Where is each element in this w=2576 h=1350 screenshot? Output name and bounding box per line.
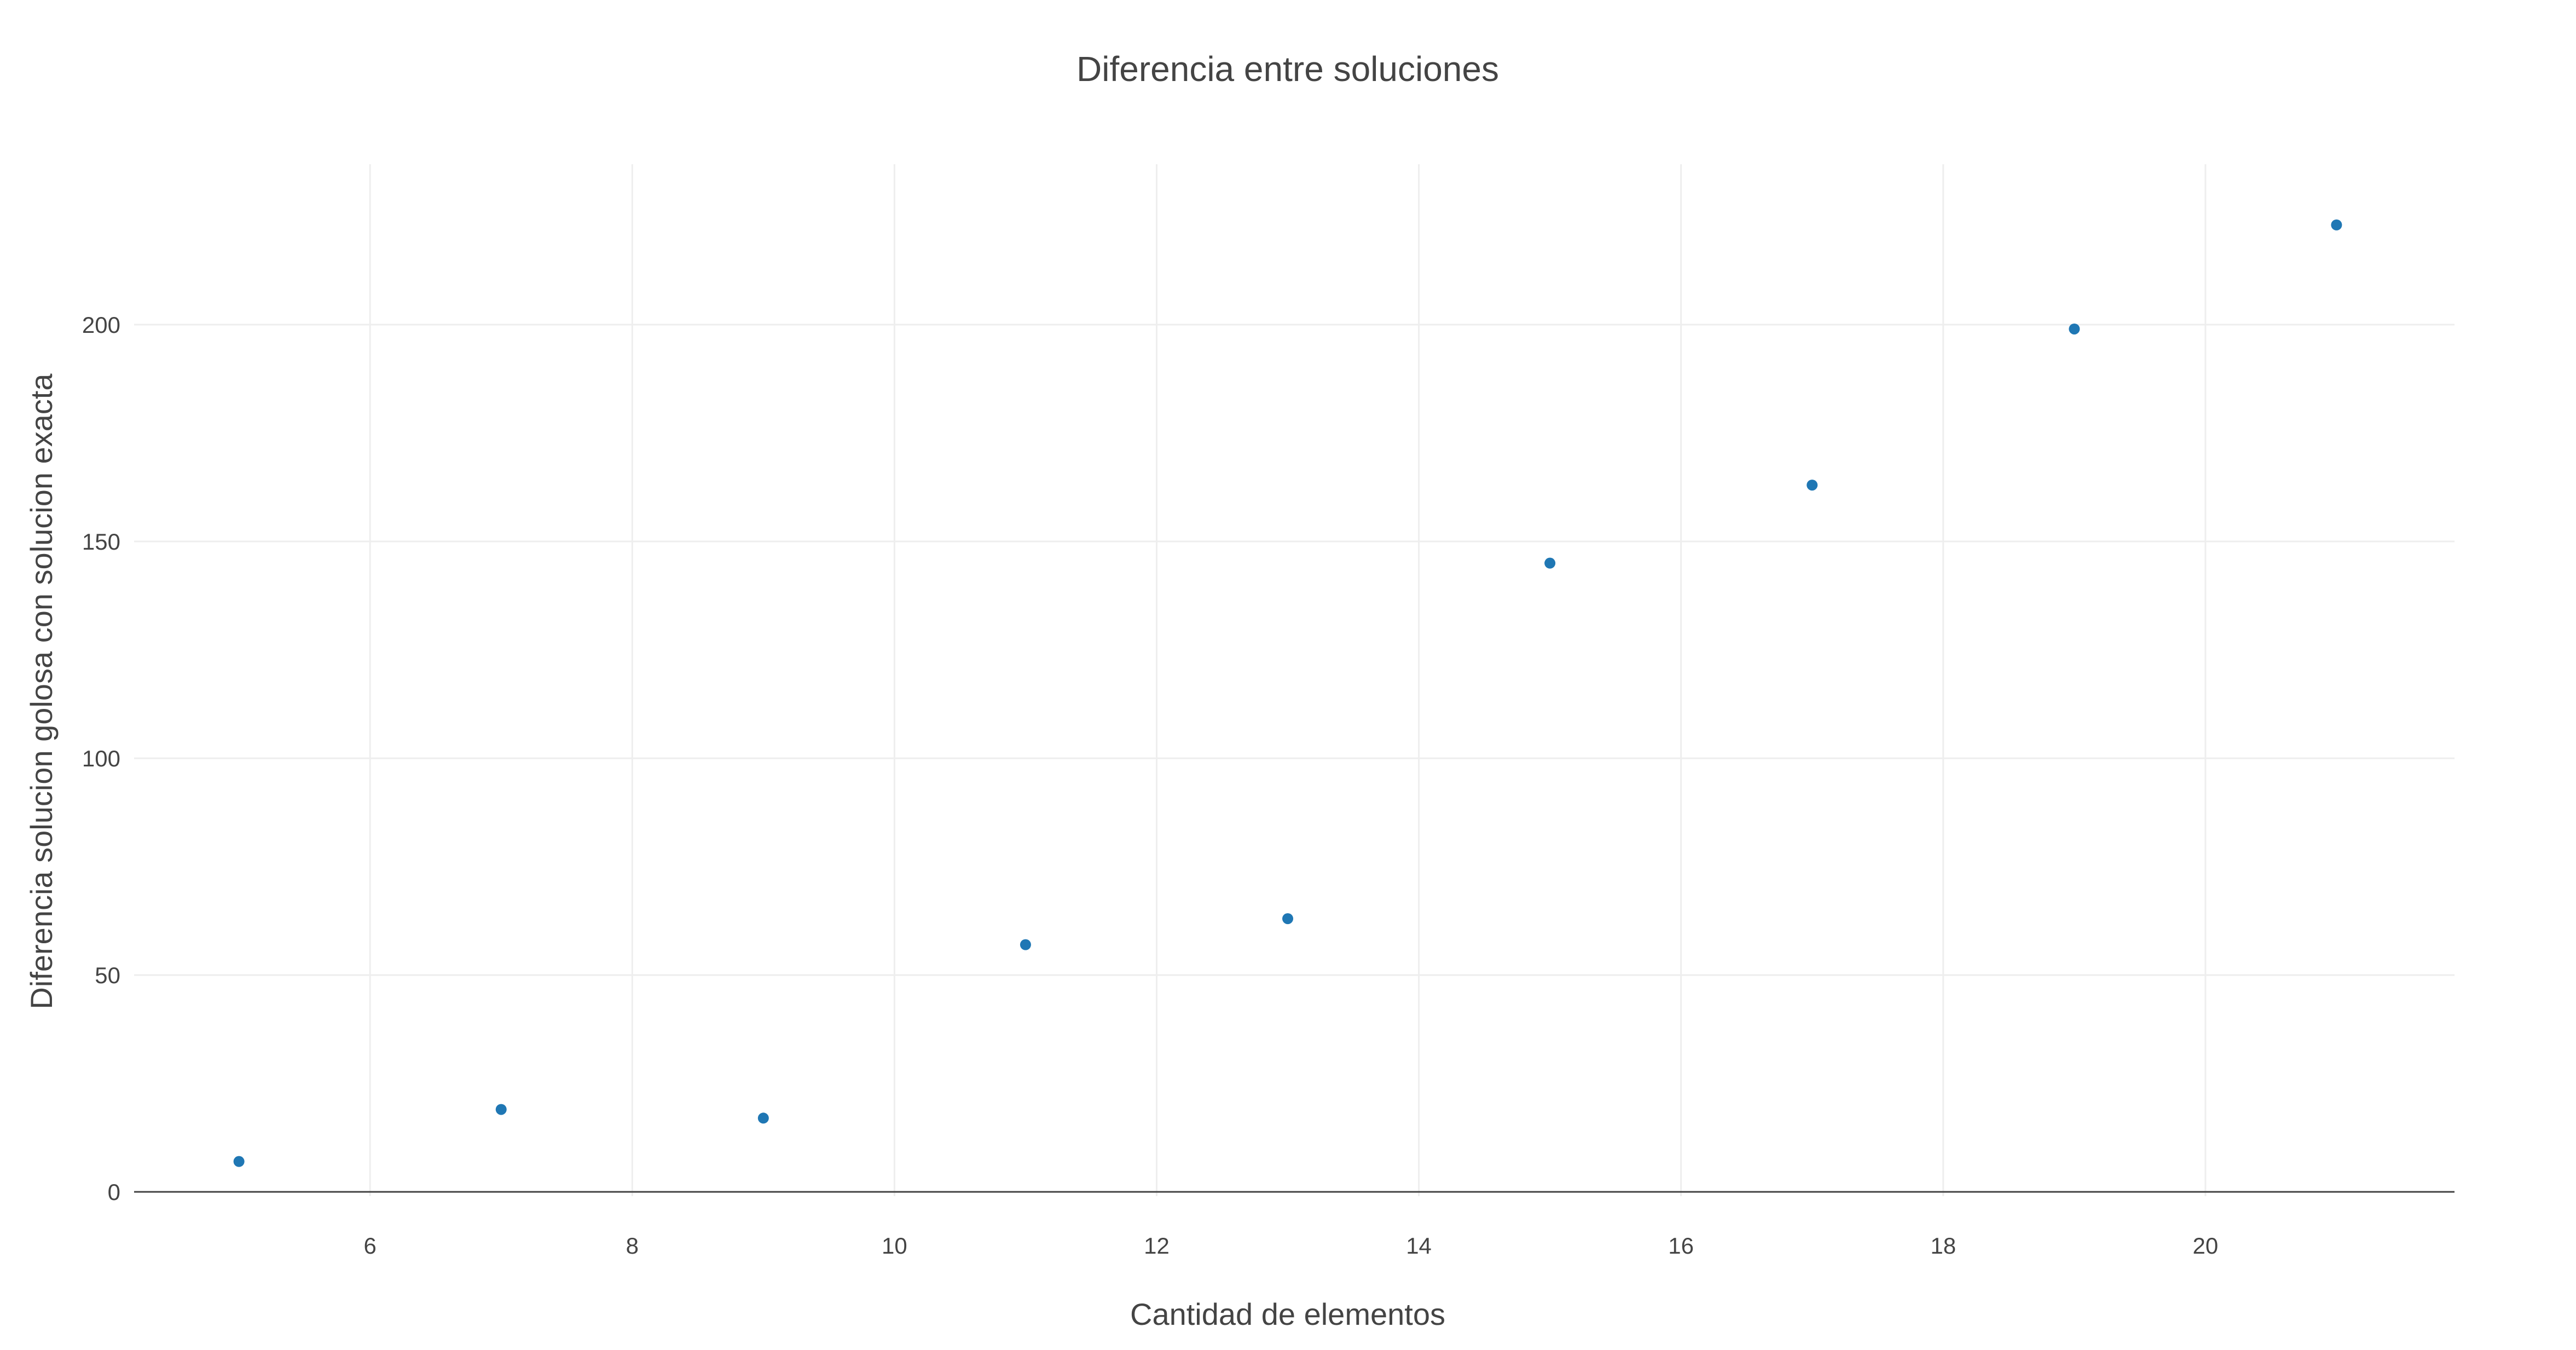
- x-tick-label: 10: [882, 1233, 907, 1259]
- x-tick-labels: 6 8 10 12 14 16 18 20: [364, 1233, 2219, 1259]
- y-tick-label: 100: [82, 746, 120, 771]
- x-tick-label: 20: [2192, 1233, 2218, 1259]
- data-points: [233, 219, 2342, 1167]
- y-tick-label: 0: [108, 1179, 120, 1205]
- x-tick-label: 18: [1930, 1233, 1956, 1259]
- chart-title: Diferencia entre soluciones: [1076, 49, 1499, 89]
- data-point: [1807, 480, 1818, 491]
- data-point: [233, 1156, 245, 1167]
- data-point: [1020, 939, 1031, 950]
- x-tick-label: 14: [1406, 1233, 1432, 1259]
- y-tick-label: 50: [95, 962, 120, 988]
- x-gridlines: [369, 164, 2207, 1196]
- y-axis-title: Diferencia solucion golosa con solucion …: [24, 373, 59, 1009]
- y-tick-labels: 0 50 100 150 200: [82, 312, 120, 1205]
- data-point: [2069, 323, 2080, 334]
- data-point: [2331, 219, 2342, 230]
- data-point: [495, 1104, 507, 1115]
- x-tick-label: 6: [364, 1233, 377, 1259]
- data-point: [757, 1112, 769, 1124]
- data-point: [1282, 913, 1294, 925]
- y-tick-label: 150: [82, 529, 120, 555]
- y-tick-label: 200: [82, 312, 120, 338]
- x-tick-label: 8: [626, 1233, 639, 1259]
- x-axis-title: Cantidad de elementos: [1130, 1297, 1445, 1331]
- x-tick-label: 12: [1144, 1233, 1170, 1259]
- data-point: [1544, 557, 1556, 569]
- x-tick-label: 16: [1668, 1233, 1694, 1259]
- y-gridlines: [134, 324, 2455, 976]
